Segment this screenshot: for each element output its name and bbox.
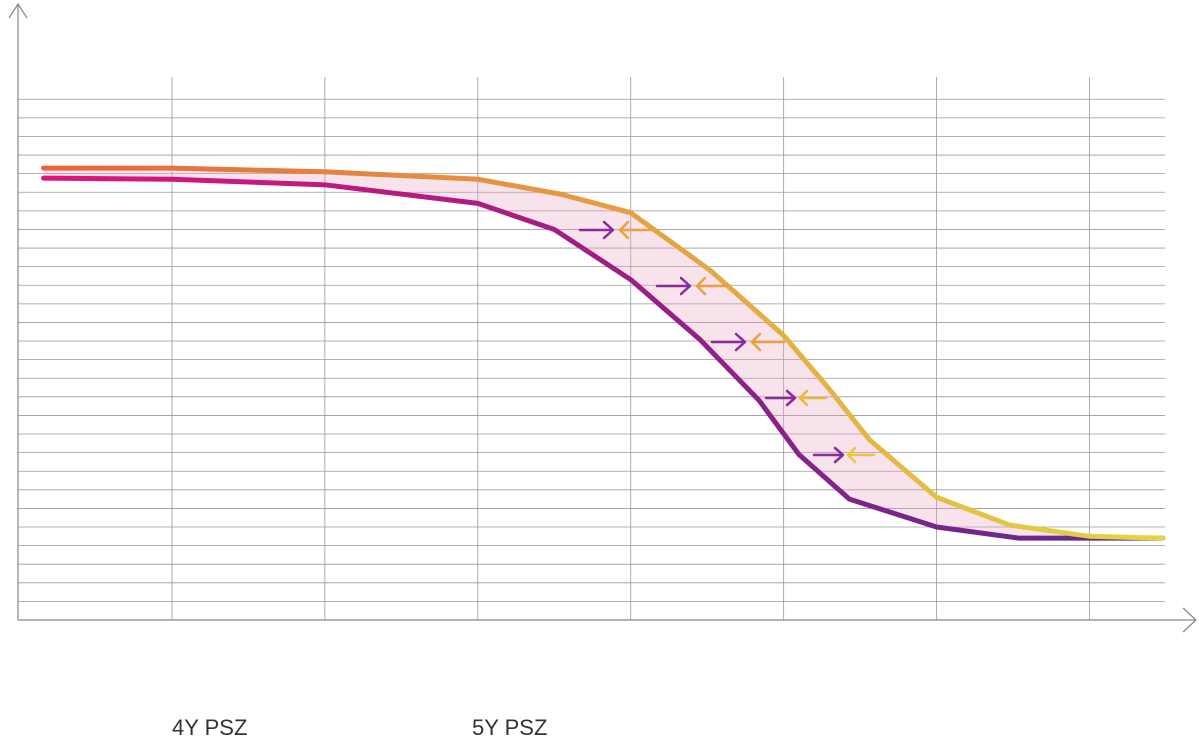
- legend-label: 4Y PSZ: [172, 715, 247, 740]
- band-fill: [43, 168, 1163, 539]
- lines: [41, 165, 1166, 541]
- legend-label: 5Y PSZ: [472, 715, 547, 740]
- axes: [8, 2, 1197, 633]
- shift-arrows: [578, 220, 876, 464]
- grid: [18, 77, 1165, 620]
- series-line: [41, 175, 1166, 541]
- series-line: [41, 165, 1166, 541]
- legend: 4Y PSZ 5Y PSZ: [33, 715, 547, 740]
